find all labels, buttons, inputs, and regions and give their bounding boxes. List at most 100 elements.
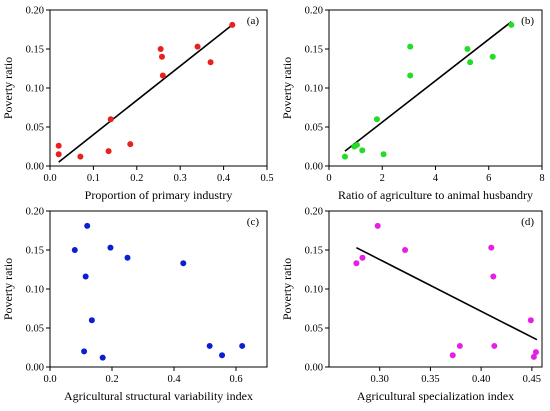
x-tick-label: 6 <box>486 173 491 184</box>
data-point <box>490 273 497 280</box>
panel-tag: (a) <box>247 15 260 27</box>
y-axis-title: Poverty ratio <box>280 258 294 320</box>
y-tick-label: 0.05 <box>26 123 44 134</box>
data-point <box>194 43 201 50</box>
y-tick-label: 0.10 <box>305 285 323 296</box>
x-axis-title: Proportion of primary industry <box>85 188 233 202</box>
x-tick-label: 0.3 <box>174 173 187 184</box>
data-point <box>77 153 84 160</box>
data-point <box>532 349 539 356</box>
x-tick-label: 0.2 <box>130 173 143 184</box>
y-tick-label: 0.20 <box>26 207 44 218</box>
y-tick-label: 0.05 <box>305 123 323 134</box>
data-point <box>229 21 236 28</box>
data-point <box>407 43 414 50</box>
y-tick-label: 0.10 <box>305 84 323 95</box>
data-point <box>488 244 495 251</box>
data-point <box>55 151 62 158</box>
data-point <box>449 352 456 359</box>
trendline <box>58 24 233 163</box>
y-tick-label: 0.15 <box>26 246 44 257</box>
x-tick-label: 8 <box>539 173 544 184</box>
x-tick-label: 0.4 <box>217 173 231 184</box>
data-point <box>71 247 78 253</box>
data-point <box>359 147 366 154</box>
panel-1: 0.0 0.1 0.2 0.3 0.4 0.5 0.00 0.05 0.10 0.15 0.20 Pr… <box>1 6 274 203</box>
x-tick-label: 0 <box>326 173 331 184</box>
data-point <box>402 247 409 253</box>
data-point <box>530 353 537 360</box>
y-tick-label: 0.20 <box>305 6 323 17</box>
data-point <box>124 254 131 261</box>
data-point <box>127 141 134 148</box>
plot-frame <box>328 9 543 167</box>
x-tick-label: 0.35 <box>421 374 439 385</box>
data-point <box>491 342 498 349</box>
x-axis-title: Ratio of agriculture to animal husbandry <box>338 188 533 202</box>
y-tick-label: 0.00 <box>305 363 323 374</box>
y-tick-label: 0.00 <box>305 162 323 173</box>
data-point <box>219 352 226 359</box>
data-point <box>467 59 474 66</box>
panel-4: 0.30 0.35 0.40 0.45 0.00 0.05 0.10 0.15 0.20 Agri… <box>280 207 543 403</box>
x-tick-label: 2 <box>380 173 385 184</box>
data-point <box>353 260 360 267</box>
data-point <box>99 354 106 361</box>
data-point <box>353 141 360 148</box>
data-point <box>105 148 112 155</box>
x-tick-label: 0.45 <box>523 374 541 385</box>
x-tick-label: 4 <box>433 173 439 184</box>
data-point <box>508 21 515 28</box>
data-point <box>88 317 95 324</box>
y-tick-label: 0.15 <box>305 246 323 257</box>
data-point <box>84 222 91 229</box>
x-tick-label: 0.0 <box>43 374 56 385</box>
x-tick-label: 0.1 <box>87 173 100 184</box>
y-tick-label: 0.05 <box>26 324 44 335</box>
x-tick-label: 0.30 <box>371 374 389 385</box>
data-point <box>407 72 414 79</box>
y-tick-label: 0.05 <box>305 324 323 335</box>
data-point <box>239 342 246 349</box>
data-point <box>380 151 387 158</box>
panel-tag: (d) <box>521 216 534 228</box>
x-tick-label: 0.2 <box>105 374 118 385</box>
panel-tag: (c) <box>247 216 260 228</box>
x-tick-label: 0.4 <box>167 374 181 385</box>
x-tick-label: 0.5 <box>260 173 273 184</box>
data-point <box>107 116 114 123</box>
data-point <box>527 317 534 324</box>
data-point <box>206 342 213 349</box>
data-point <box>359 254 366 261</box>
data-point <box>489 53 496 60</box>
y-tick-label: 0.15 <box>305 45 323 56</box>
data-point <box>81 348 88 355</box>
y-tick-label: 0.20 <box>305 207 323 218</box>
y-tick-label: 0.15 <box>26 45 44 56</box>
data-point <box>157 46 164 52</box>
data-point <box>456 342 463 349</box>
y-tick-label: 0.00 <box>26 162 44 173</box>
y-tick-label: 0.20 <box>26 6 44 17</box>
data-point <box>207 59 214 66</box>
x-tick-label: 0.0 <box>43 173 56 184</box>
panel-3: 0.0 0.2 0.4 0.6 0.00 0.05 0.10 0.15 0.20 Agricult… <box>1 207 268 403</box>
y-axis-title: Poverty ratio <box>1 57 15 119</box>
data-point <box>180 260 187 267</box>
x-axis-title: Agricultural specialization index <box>357 389 514 403</box>
data-point <box>158 53 165 60</box>
data-point <box>82 273 89 280</box>
plot-frame <box>328 210 543 368</box>
trendline <box>356 246 538 341</box>
y-axis-title: Poverty ratio <box>280 57 294 119</box>
trendline <box>344 21 512 152</box>
data-point <box>341 153 348 160</box>
y-tick-label: 0.10 <box>26 285 44 296</box>
data-point <box>464 46 471 52</box>
panel-2: 0 2 4 6 8 0.00 0.05 0.10 0.15 0.20 Ratio of agricu… <box>280 6 545 203</box>
data-point <box>55 142 62 149</box>
data-point <box>374 222 381 229</box>
x-tick-label: 0.6 <box>229 374 242 385</box>
plot-frame <box>49 210 268 368</box>
